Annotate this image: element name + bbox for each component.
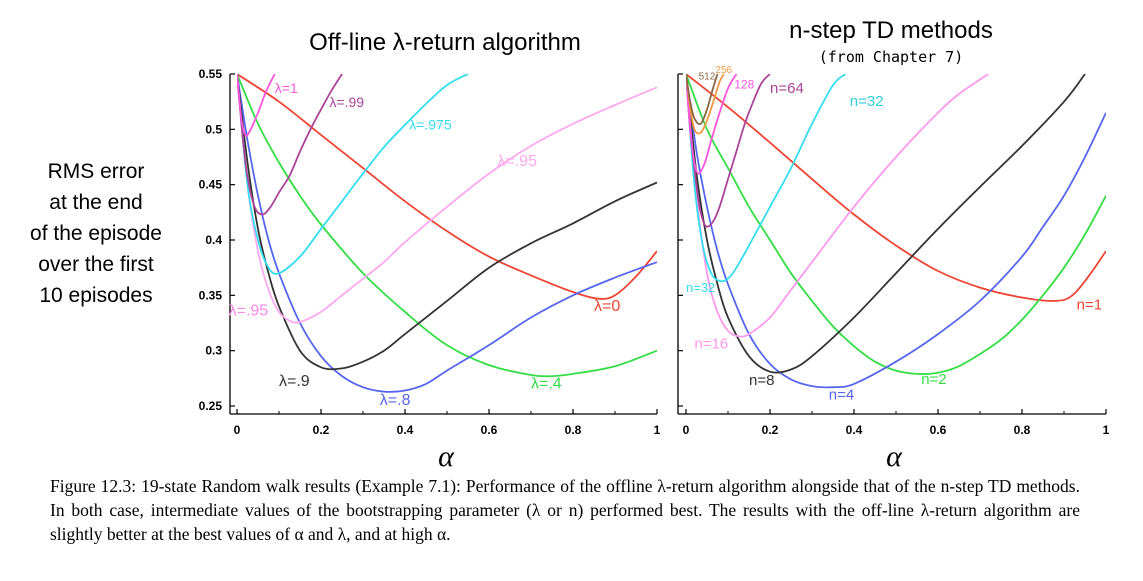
x-ticks: 0 0.2 0.4 0.6 0.8 1 xyxy=(234,409,661,437)
y-axis-label-line: over the first xyxy=(38,253,154,276)
series-label: λ=.95 xyxy=(229,302,269,319)
y-axis-label-line: at the end xyxy=(49,191,142,214)
axes-frame xyxy=(677,74,1106,415)
series-label: λ=.8 xyxy=(380,392,411,409)
series-label: 512 xyxy=(699,72,716,83)
series-lines xyxy=(686,74,1106,389)
series-label: λ=1 xyxy=(275,80,298,96)
panel-title: Off-line λ-return algorithm xyxy=(309,29,581,56)
series-label: λ=.975 xyxy=(409,116,452,132)
series-line xyxy=(237,74,657,300)
y-axis-label-line: RMS error xyxy=(48,160,145,183)
caption-text: 19-state Random walk results (Example 7.… xyxy=(50,476,1080,544)
series-line xyxy=(686,74,1086,374)
series-line xyxy=(686,74,1106,375)
x-tick-label: 0.4 xyxy=(846,423,863,437)
x-tick-label: 0.2 xyxy=(762,423,779,437)
series-label: λ=.4 xyxy=(531,375,562,392)
panel-nstep-td: n-step TD methods (from Chapter 7) 0 0.2… xyxy=(677,17,1110,470)
series-label: λ=0 xyxy=(594,298,620,315)
y-tick-label: 0.3 xyxy=(205,344,222,358)
series-label: n=4 xyxy=(829,386,854,403)
series-label: λ=.99 xyxy=(329,94,364,110)
y-axis-label-line: of the episode xyxy=(30,222,162,245)
series-line xyxy=(686,74,1106,302)
series-line xyxy=(237,74,276,137)
y-tick-label: 0.55 xyxy=(199,67,223,81)
caption-prefix: Figure 12.3: xyxy=(50,476,137,496)
y-tick-label: 0.4 xyxy=(205,233,222,247)
series-label: n=1 xyxy=(1077,297,1102,314)
x-tick-label: 0 xyxy=(683,423,690,437)
x-tick-label: 0.6 xyxy=(481,423,498,437)
x-tick-label: 0.8 xyxy=(565,423,582,437)
figure: RMS error at the end of the episode over… xyxy=(30,17,1110,470)
series-label: λ=.95 xyxy=(497,153,537,170)
series-lines xyxy=(237,74,657,393)
series-line xyxy=(686,74,989,338)
series-labels: n=1 n=2 n=4 n=8 n=16 n=32 n=32 n=64 128 … xyxy=(686,65,1102,403)
x-tick-label: 0.6 xyxy=(930,423,947,437)
figure-caption: Figure 12.3: 19-state Random walk result… xyxy=(50,474,1080,546)
x-axis-label: α xyxy=(886,440,903,470)
y-ticks xyxy=(678,73,683,407)
series-label: n=32 xyxy=(850,93,884,110)
series-label: 128 xyxy=(734,77,754,91)
x-tick-label: 0.4 xyxy=(397,423,414,437)
axes-frame xyxy=(229,74,657,415)
series-label: n=8 xyxy=(749,372,774,389)
series-line xyxy=(237,74,657,371)
y-axis-label: RMS error at the end of the episode over… xyxy=(30,160,162,307)
x-tick-label: 0 xyxy=(234,423,241,437)
series-line xyxy=(237,74,657,324)
series-line xyxy=(686,74,1106,389)
y-ticks: 0.25 0.3 0.35 0.4 0.45 0.5 0.55 xyxy=(199,67,235,413)
x-ticks: 0 0.2 0.4 0.6 0.8 1 xyxy=(683,409,1110,437)
x-tick-label: 0.8 xyxy=(1014,423,1031,437)
series-line xyxy=(686,74,771,228)
series-line xyxy=(686,74,738,175)
x-tick-label: 1 xyxy=(1103,423,1110,437)
y-tick-label: 0.35 xyxy=(199,288,223,302)
series-line xyxy=(686,74,725,135)
x-tick-label: 1 xyxy=(654,423,661,437)
x-tick-label: 0.2 xyxy=(313,423,330,437)
y-tick-label: 0.25 xyxy=(199,399,223,413)
series-labels: λ=0 λ=.4 λ=.8 λ=.9 λ=.95 λ=.95 λ=.975 λ=… xyxy=(229,80,621,409)
series-line xyxy=(237,74,657,378)
x-axis-label: α xyxy=(438,440,455,470)
series-label: n=16 xyxy=(694,335,728,352)
series-line xyxy=(237,74,657,393)
series-label: n=64 xyxy=(770,80,804,97)
panel-title: n-step TD methods xyxy=(789,17,993,44)
series-label: 256 xyxy=(715,65,732,76)
series-label: n=32 xyxy=(686,280,715,295)
series-line xyxy=(237,74,469,275)
series-line xyxy=(237,74,343,216)
y-tick-label: 0.45 xyxy=(199,178,223,192)
panel-offline-lambda-return: Off-line λ-return algorithm 0 0.2 0.4 0.… xyxy=(199,29,661,470)
y-tick-label: 0.5 xyxy=(205,122,222,136)
series-line xyxy=(686,74,847,283)
y-axis-label-line: 10 episodes xyxy=(39,284,152,307)
series-line xyxy=(686,74,719,126)
panel-subtitle: (from Chapter 7) xyxy=(819,48,964,66)
series-label: n=2 xyxy=(921,371,946,388)
series-label: λ=.9 xyxy=(279,373,310,390)
